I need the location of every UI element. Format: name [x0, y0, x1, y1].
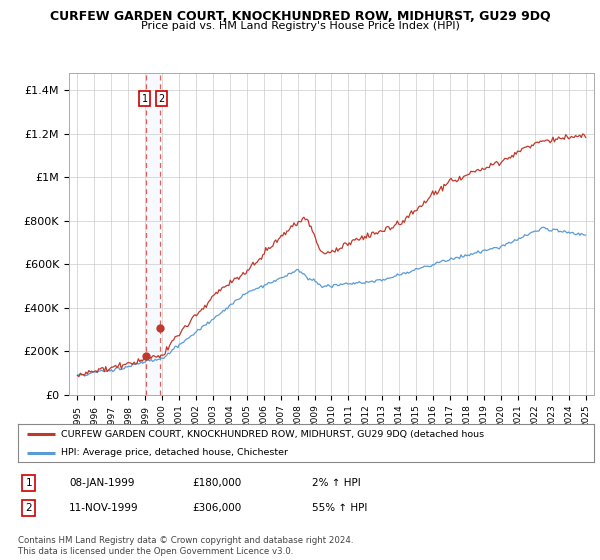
Text: Contains HM Land Registry data © Crown copyright and database right 2024.
This d: Contains HM Land Registry data © Crown c… [18, 536, 353, 556]
Text: 2: 2 [158, 94, 164, 104]
Text: 1: 1 [25, 478, 32, 488]
Text: 55% ↑ HPI: 55% ↑ HPI [312, 503, 367, 513]
Text: 11-NOV-1999: 11-NOV-1999 [69, 503, 139, 513]
Bar [146, 73, 160, 395]
Text: £180,000: £180,000 [192, 478, 241, 488]
Text: Price paid vs. HM Land Registry's House Price Index (HPI): Price paid vs. HM Land Registry's House … [140, 21, 460, 31]
Text: £306,000: £306,000 [192, 503, 241, 513]
Text: 1: 1 [142, 94, 148, 104]
Text: CURFEW GARDEN COURT, KNOCKHUNDRED ROW, MIDHURST, GU29 9DQ (detached hous: CURFEW GARDEN COURT, KNOCKHUNDRED ROW, M… [61, 430, 484, 438]
Text: CURFEW GARDEN COURT, KNOCKHUNDRED ROW, MIDHURST, GU29 9DQ: CURFEW GARDEN COURT, KNOCKHUNDRED ROW, M… [50, 10, 550, 23]
Text: 08-JAN-1999: 08-JAN-1999 [69, 478, 134, 488]
Text: 2% ↑ HPI: 2% ↑ HPI [312, 478, 361, 488]
Text: 2: 2 [25, 503, 32, 513]
Text: HPI: Average price, detached house, Chichester: HPI: Average price, detached house, Chic… [61, 449, 288, 458]
